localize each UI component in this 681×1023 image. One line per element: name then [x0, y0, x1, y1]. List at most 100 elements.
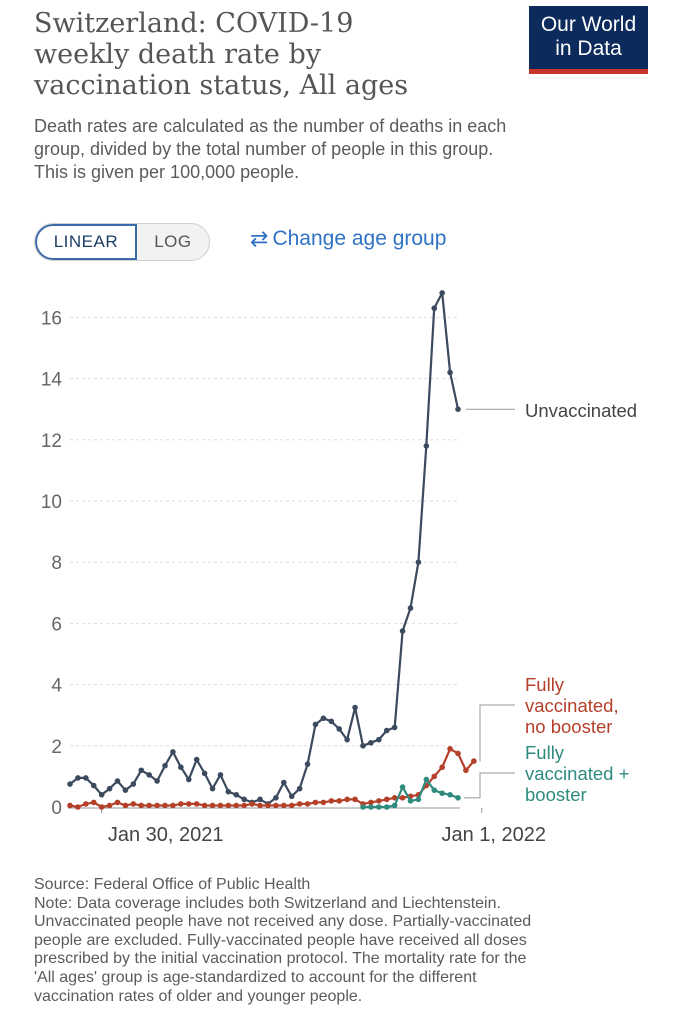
data-point: [138, 802, 145, 809]
footer-note-line: Note: Data coverage includes both Switze…: [34, 894, 501, 912]
data-point: [447, 746, 453, 752]
title-line: vaccination status, All ages: [34, 70, 409, 101]
data-point: [336, 726, 343, 732]
data-point: [83, 775, 89, 781]
death-rate-line-chart: 0 2 4 6 8 10 12 14 16 Jan 30, 2021 Jan 1, 2022 Unva…: [41, 290, 637, 846]
data-point: [233, 791, 240, 798]
data-point: [328, 798, 335, 804]
data-point: [162, 762, 168, 769]
data-point: [383, 796, 390, 803]
data-point: [423, 776, 430, 783]
our-world-in-data-logo[interactable]: Our World in Data: [529, 6, 648, 74]
data-point: [296, 785, 303, 792]
data-point: [170, 749, 176, 755]
data-point: [257, 796, 263, 803]
subtitle-line: This is given per 100,000 people.: [34, 162, 300, 182]
data-point: [122, 802, 129, 809]
data-point: [336, 798, 343, 804]
legend-label: vaccinated,: [525, 695, 619, 716]
data-point: [225, 802, 232, 809]
series-line: [69, 747, 475, 809]
data-point: [399, 795, 406, 801]
data-point: [447, 369, 453, 376]
y-tick-label: 2: [51, 737, 62, 758]
log-scale-button[interactable]: LOG: [154, 232, 192, 251]
data-point: [146, 772, 152, 778]
y-tick-label: 8: [51, 553, 62, 574]
legend-label: Fully: [525, 674, 565, 695]
data-point: [265, 802, 271, 809]
data-point: [431, 305, 438, 312]
data-point: [185, 801, 192, 807]
change-age-group-button[interactable]: ⇄ Change age group: [250, 226, 446, 252]
data-point: [320, 715, 327, 722]
data-point: [90, 782, 97, 789]
y-tick-label: 14: [41, 370, 63, 391]
data-point: [90, 799, 97, 806]
data-point: [352, 704, 358, 711]
data-point: [178, 764, 184, 771]
title-line: weekly death rate by: [34, 39, 322, 70]
data-point: [241, 796, 248, 803]
x-tick-label: Jan 30, 2021: [108, 824, 224, 846]
data-point: [201, 770, 208, 777]
data-point: [225, 788, 232, 795]
data-point: [130, 801, 137, 807]
data-point: [407, 605, 414, 611]
legend-label: vaccinated +: [525, 763, 629, 784]
data-point: [391, 724, 398, 731]
data-point: [67, 802, 73, 809]
data-point: [114, 799, 121, 806]
source-note: Source: Federal Office of Public Health: [34, 876, 311, 893]
data-point: [288, 793, 295, 800]
data-point: [154, 778, 160, 784]
data-point: [304, 801, 311, 807]
data-point: [304, 761, 311, 767]
chart-subtitle: Death rates are calculated as the number…: [34, 115, 614, 184]
subtitle-line: group, divided by the total number of pe…: [34, 139, 494, 159]
data-point: [431, 773, 438, 780]
data-point: [178, 801, 184, 807]
data-point: [98, 804, 105, 810]
data-point: [368, 799, 374, 806]
change-age-group-label: Change age group: [272, 227, 447, 250]
data-point: [280, 779, 287, 786]
data-point: [320, 799, 327, 806]
data-point: [376, 798, 382, 804]
data-point: [360, 743, 366, 749]
data-point: [130, 781, 137, 787]
data-point: [312, 721, 319, 728]
y-tick-label: 4: [51, 676, 62, 697]
data-point: [471, 758, 477, 764]
data-point: [399, 628, 406, 634]
data-point: [185, 776, 192, 783]
data-point: [273, 802, 279, 809]
x-tick-label: Jan 1, 2022: [441, 824, 546, 846]
data-point: [368, 804, 374, 810]
data-point: [463, 767, 469, 774]
data-point: [75, 804, 81, 810]
legend-label: Fully: [525, 742, 565, 763]
logo-line: in Data: [555, 37, 622, 60]
data-point: [138, 767, 145, 774]
data-point: [352, 796, 358, 803]
y-tick-label: 0: [51, 798, 62, 819]
footer-note-line: prescribed by the initial vaccination pr…: [34, 950, 527, 968]
data-point: [217, 802, 224, 809]
data-point: [106, 785, 113, 792]
data-point: [162, 802, 168, 809]
legend-label: no booster: [525, 716, 612, 737]
footer-note-line: Unvaccinated people have not received an…: [34, 913, 532, 931]
data-point: [296, 801, 303, 807]
data-point: [67, 781, 73, 787]
data-point: [273, 795, 279, 801]
y-tick-label: 6: [51, 614, 62, 635]
data-point: [455, 406, 461, 412]
linear-scale-button[interactable]: LINEAR: [35, 224, 137, 260]
data-point: [193, 756, 200, 763]
data-point: [280, 802, 287, 809]
data-point: [455, 795, 461, 801]
legend-label: Unvaccinated: [525, 400, 637, 421]
data-point: [98, 791, 105, 798]
data-point: [328, 718, 335, 725]
